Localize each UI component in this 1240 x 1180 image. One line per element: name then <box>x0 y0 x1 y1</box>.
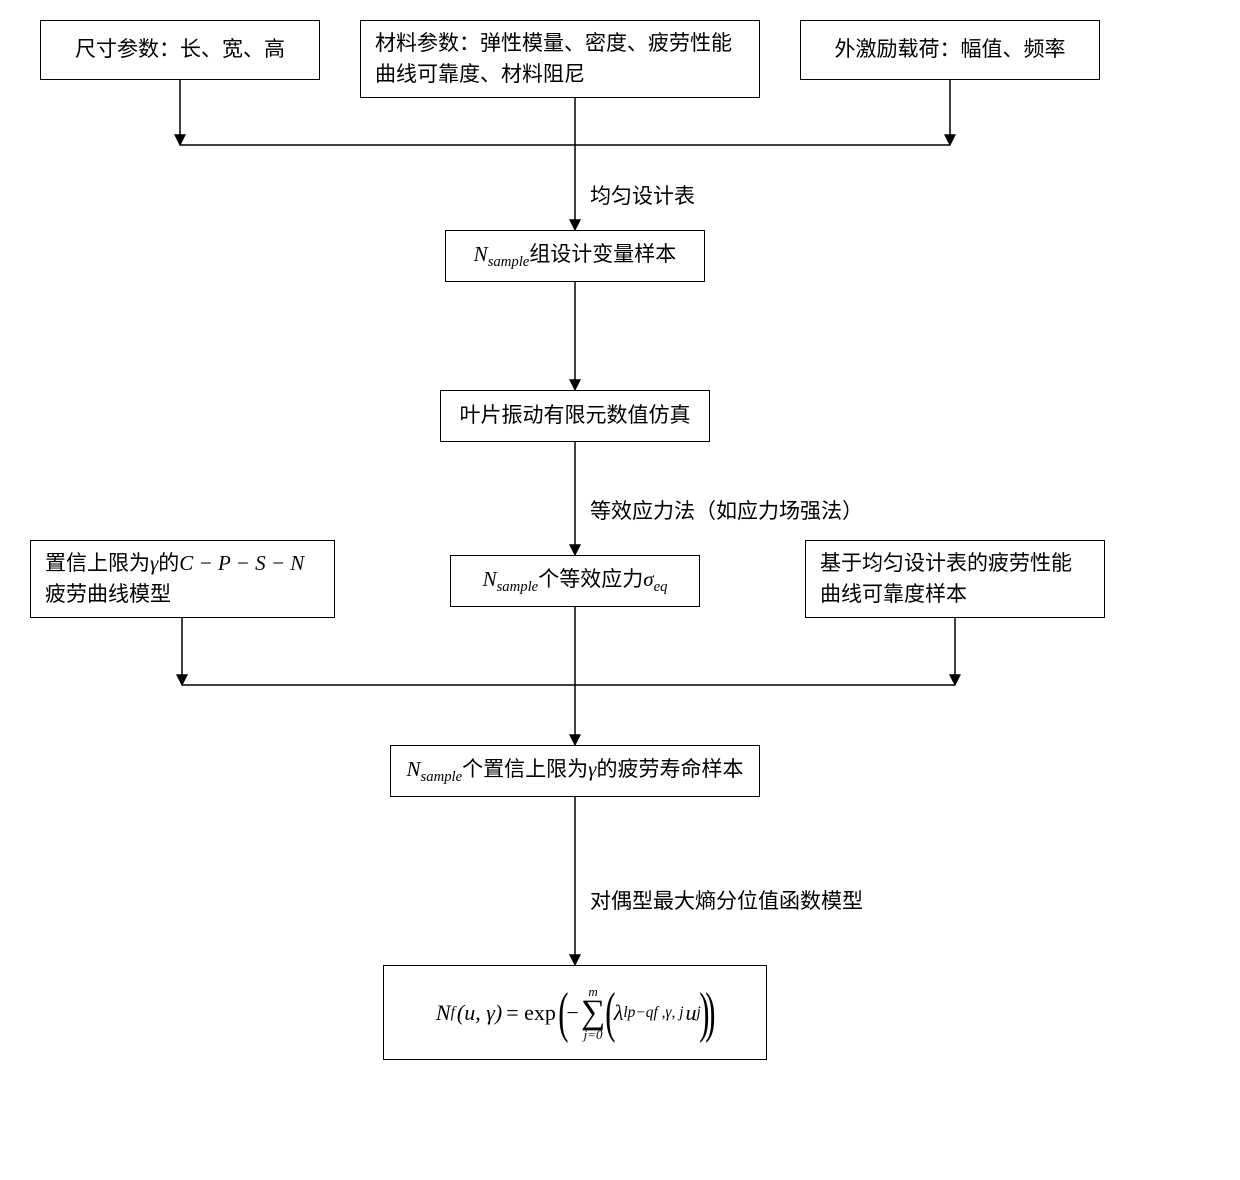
formula-eq: = exp <box>506 1000 556 1026</box>
formula-content: N f (u, γ) = exp ( − m ∑ j=0 ( λ lp−qf ,… <box>436 985 714 1041</box>
label-text: 均匀设计表 <box>590 184 695 208</box>
label-uniform-design: 均匀设计表 <box>590 180 695 210</box>
node-design-samples: Nsample组设计变量样本 <box>445 230 705 282</box>
sum-symbol: ∑ <box>581 998 605 1028</box>
label-eq-method: 等效应力法（如应力场强法） <box>590 495 863 525</box>
paren-open-2: ( <box>605 985 615 1041</box>
formula-args: (u, γ) <box>457 1000 502 1026</box>
node-life-samples: Nsample个置信上限为γ的疲劳寿命样本 <box>390 745 760 797</box>
node-eq-stress: Nsample个等效应力σeq <box>450 555 700 607</box>
node-text: 置信上限为γ的C − P − S − N疲劳曲线模型 <box>45 548 304 611</box>
sum-block: m ∑ j=0 <box>581 985 605 1041</box>
node-reliability-samples: 基于均匀设计表的疲劳性能曲线可靠度样本 <box>805 540 1105 618</box>
node-text: 尺寸参数：长、宽、高 <box>75 34 285 66</box>
formula-N: N <box>436 1000 451 1026</box>
node-text: Nsample个置信上限为γ的疲劳寿命样本 <box>407 754 744 788</box>
node-load-params: 外激励载荷：幅值、频率 <box>800 20 1100 80</box>
paren-open-1: ( <box>558 985 568 1041</box>
node-text: 叶片振动有限元数值仿真 <box>460 400 691 432</box>
node-text: 基于均匀设计表的疲劳性能曲线可靠度样本 <box>820 548 1090 611</box>
label-text: 对偶型最大熵分位值函数模型 <box>590 889 863 913</box>
node-text: 外激励载荷：幅值、频率 <box>835 34 1066 66</box>
sum-bot: j=0 <box>584 1028 603 1041</box>
formula-lambda-sub: lp−qf ,γ, j <box>623 1004 683 1022</box>
label-text: 等效应力法（如应力场强法） <box>590 499 863 523</box>
paren-close-1: ) <box>706 985 716 1041</box>
label-dual-entropy: 对偶型最大熵分位值函数模型 <box>590 885 863 915</box>
node-fem-sim: 叶片振动有限元数值仿真 <box>440 390 710 442</box>
node-text: 材料参数：弹性模量、密度、疲劳性能曲线可靠度、材料阻尼 <box>375 28 745 91</box>
node-text: Nsample组设计变量样本 <box>474 239 677 273</box>
node-material-params: 材料参数：弹性模量、密度、疲劳性能曲线可靠度、材料阻尼 <box>360 20 760 98</box>
node-size-params: 尺寸参数：长、宽、高 <box>40 20 320 80</box>
node-text: Nsample个等效应力σeq <box>483 564 668 598</box>
node-cpsn-model: 置信上限为γ的C − P − S − N疲劳曲线模型 <box>30 540 335 618</box>
formula-u: u <box>685 1000 696 1026</box>
node-formula: N f (u, γ) = exp ( − m ∑ j=0 ( λ lp−qf ,… <box>383 965 767 1060</box>
formula-N-sub: f <box>451 1004 455 1022</box>
